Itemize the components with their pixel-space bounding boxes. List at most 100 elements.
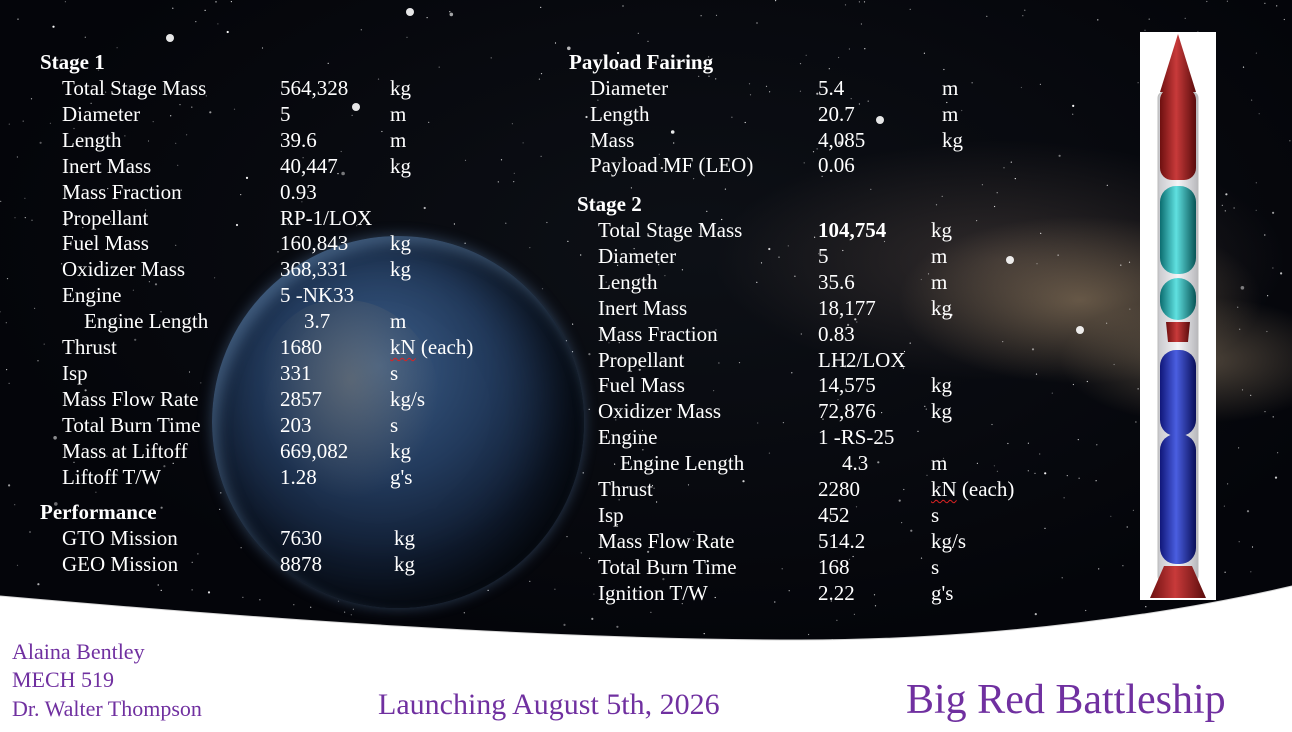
- star: [1126, 526, 1128, 528]
- star: [976, 462, 979, 464]
- star: [630, 187, 633, 189]
- star: [1137, 82, 1139, 84]
- star: [641, 253, 643, 255]
- star: [708, 56, 710, 58]
- star: [870, 188, 872, 190]
- star: [572, 323, 574, 325]
- star: [145, 209, 147, 211]
- row-label: Ignition T/W: [598, 580, 708, 605]
- star: [1144, 29, 1146, 31]
- star: [1135, 421, 1137, 423]
- star: [1039, 453, 1041, 455]
- star: [17, 18, 19, 20]
- star: [175, 244, 177, 246]
- star: [738, 362, 741, 364]
- star: [1184, 17, 1186, 19]
- star: [235, 223, 239, 227]
- star: [1072, 113, 1074, 115]
- star: [107, 188, 109, 190]
- star: [65, 224, 67, 226]
- star: [513, 172, 515, 174]
- star: [337, 173, 339, 175]
- star: [910, 529, 913, 532]
- star: [1034, 472, 1036, 474]
- star: [822, 418, 824, 420]
- star: [641, 429, 644, 432]
- star: [608, 342, 610, 344]
- star: [580, 552, 582, 554]
- star: [791, 372, 793, 374]
- row-unit: m: [390, 101, 407, 126]
- star: [642, 449, 644, 451]
- star: [438, 66, 440, 68]
- star: [327, 62, 329, 64]
- star: [1044, 527, 1046, 530]
- star: [618, 499, 620, 501]
- star: [214, 277, 216, 279]
- row-label: Mass Fraction: [598, 321, 718, 346]
- star: [8, 123, 10, 125]
- star: [926, 474, 928, 476]
- star: [925, 408, 927, 410]
- row-label: Total Burn Time: [62, 412, 201, 437]
- star: [1113, 363, 1115, 366]
- star: [1132, 509, 1134, 511]
- row-value: 4.3: [842, 451, 869, 476]
- star: [1250, 394, 1252, 396]
- star: [340, 150, 342, 153]
- star: [1238, 447, 1240, 449]
- star: [681, 269, 684, 271]
- fairing-heading: Payload Fairing: [569, 50, 714, 74]
- star: [1289, 140, 1291, 142]
- star: [1277, 452, 1279, 454]
- star: [179, 104, 181, 106]
- star: [683, 169, 685, 172]
- star: [554, 588, 556, 590]
- star: [0, 200, 2, 202]
- star: [1251, 546, 1254, 548]
- star: [757, 422, 759, 424]
- star: [43, 343, 45, 345]
- star: [647, 550, 650, 553]
- star: [191, 561, 193, 563]
- star: [1095, 480, 1097, 482]
- star: [1224, 571, 1226, 573]
- star: [645, 84, 648, 87]
- row-value: 203: [280, 412, 312, 437]
- star: [406, 36, 408, 38]
- star: [713, 390, 715, 392]
- star: [689, 227, 691, 229]
- row-label: Total Burn Time: [598, 554, 737, 579]
- star: [1272, 416, 1274, 418]
- star: [453, 223, 455, 225]
- row-value: 7630: [280, 526, 322, 550]
- star: [935, 204, 938, 206]
- star: [615, 419, 617, 421]
- star: [961, 109, 963, 112]
- row-label: Payload MF (LEO): [590, 153, 754, 178]
- star: [901, 522, 903, 524]
- star: [464, 159, 467, 161]
- row-label: Propellant: [62, 205, 149, 230]
- star: [1051, 392, 1053, 394]
- bright-star: [1006, 256, 1014, 264]
- star: [341, 171, 345, 176]
- row-label: Liftoff T/W: [62, 464, 161, 489]
- star: [1221, 204, 1223, 206]
- row-unit: kg: [931, 373, 952, 398]
- rocket-illustration: [1150, 34, 1206, 598]
- star: [233, 108, 236, 110]
- star: [1110, 515, 1112, 517]
- star: [1240, 286, 1245, 290]
- star: [230, 1, 232, 3]
- row-unit: g's: [390, 464, 413, 489]
- star: [714, 596, 716, 599]
- payload-fairing: [1160, 88, 1196, 180]
- row-value: 5 -NK33: [280, 283, 355, 308]
- star: [1283, 18, 1285, 21]
- star: [756, 22, 758, 24]
- star: [1027, 470, 1029, 472]
- star: [756, 281, 758, 283]
- stage1-engine-skirt: [1150, 566, 1206, 598]
- star: [220, 492, 222, 494]
